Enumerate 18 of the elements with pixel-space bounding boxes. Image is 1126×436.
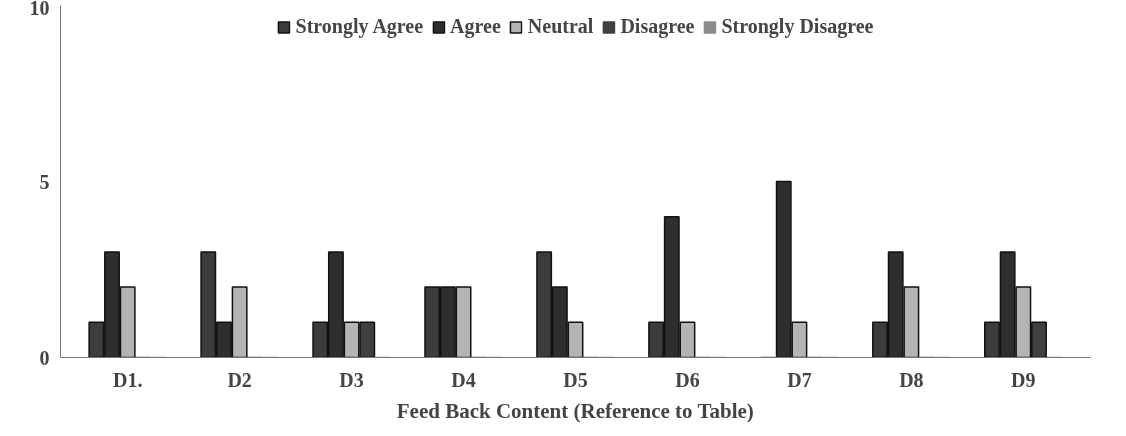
x-tick-label: D9: [1011, 368, 1036, 391]
legend-label: Disagree: [620, 15, 695, 38]
legend-label: Agree: [450, 15, 501, 38]
x-tick-label: D7: [787, 368, 812, 391]
legend-label: Strongly Agree: [295, 15, 424, 38]
x-tick-label: D3: [339, 368, 364, 391]
legend-label: Neutral: [527, 15, 594, 38]
y-tick-label: 10: [29, 0, 50, 19]
x-tick-label: D2: [227, 368, 252, 391]
x-tick-label: D1.: [112, 368, 143, 391]
x-tick-label: D4: [451, 368, 476, 391]
x-tick-label: D6: [675, 368, 700, 391]
y-tick-label: 0: [39, 346, 50, 369]
y-tick-label: 5: [39, 170, 50, 193]
x-axis-title: Feed Back Content (Reference to Table): [396, 398, 754, 423]
x-tick-label: D8: [899, 368, 924, 391]
legend-label: Strongly Disagree: [721, 15, 874, 38]
x-tick-label: D5: [563, 368, 588, 391]
